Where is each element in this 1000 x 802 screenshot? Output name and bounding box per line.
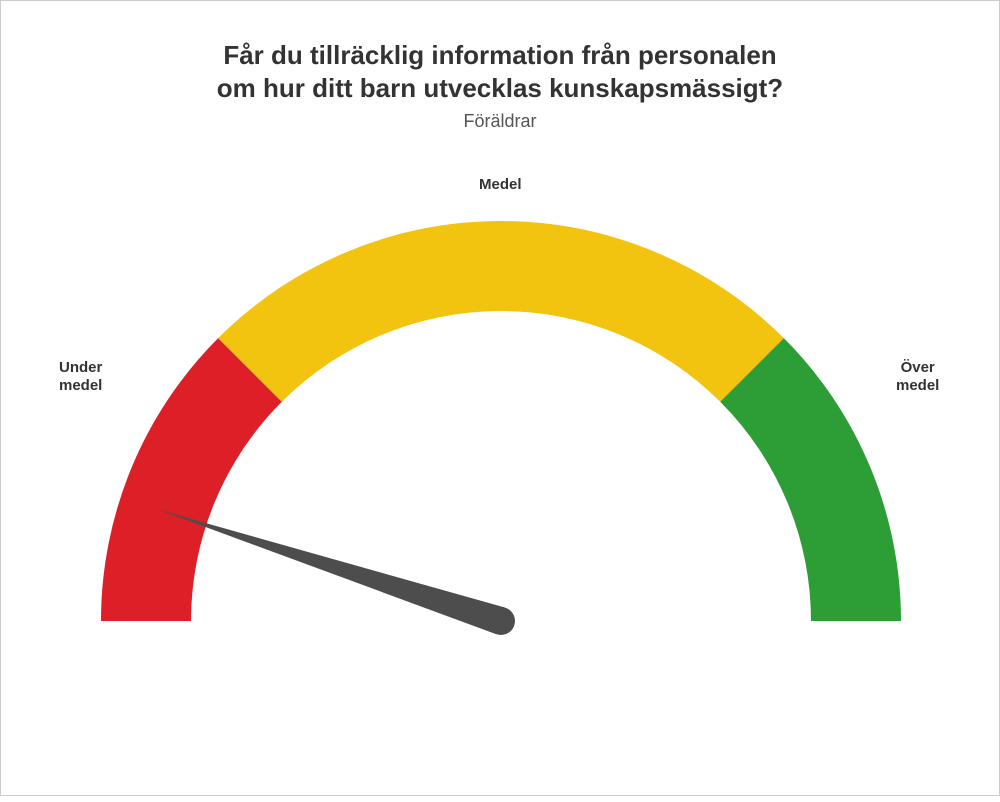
gauge-svg <box>1 1 1000 797</box>
segment-label-under: Under medel <box>59 359 102 395</box>
label-over-line2: medel <box>896 377 939 394</box>
gauge-hub <box>487 607 515 635</box>
segment-label-over: Över medel <box>896 359 939 395</box>
label-medel-line1: Medel <box>479 176 522 193</box>
gauge-needle <box>159 510 506 635</box>
gauge-chart: Under medel Medel Över medel <box>1 1 1000 797</box>
label-under-line2: medel <box>59 377 102 394</box>
gauge-segment-over <box>720 338 901 621</box>
gauge-segment-medel <box>218 221 784 402</box>
gauge-segment-under <box>101 338 282 621</box>
label-under-line1: Under <box>59 359 102 376</box>
segment-label-medel: Medel <box>479 176 522 194</box>
label-over-line1: Över <box>901 359 935 376</box>
chart-frame: Får du tillräcklig information från pers… <box>0 0 1000 796</box>
